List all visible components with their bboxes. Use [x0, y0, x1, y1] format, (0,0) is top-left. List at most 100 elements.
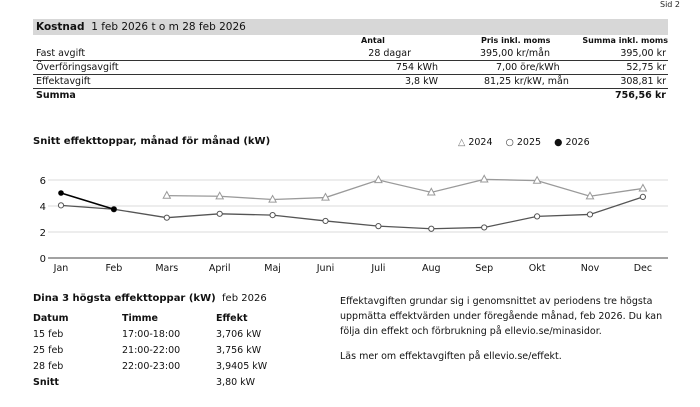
point-2025 — [428, 225, 435, 232]
open-circle-icon: ○ — [505, 137, 514, 148]
cost-period: 1 feb 2026 t o m 28 feb 2026 — [91, 21, 246, 33]
point-2025 — [57, 202, 65, 209]
point-2024 — [479, 174, 489, 183]
cost-row: Fast avgift 28 dagar 395,00 kr/mån 395,0… — [33, 47, 668, 61]
cost-row-price: 395,00 kr/mån — [480, 48, 550, 59]
col-price: Pris inkl. moms — [481, 36, 551, 45]
cost-row: Överföringsavgift 754 kWh 7,00 öre/kWh 5… — [33, 61, 668, 75]
legend-2026: ● 2026 — [554, 137, 590, 148]
y-tick-label: 0 — [40, 254, 46, 265]
x-tick-label: Juli — [370, 263, 385, 274]
cost-row: Effektavgift 3,8 kW 81,25 kr/kW, mån 308… — [33, 75, 668, 89]
peaks-col-power: Effekt — [216, 313, 248, 324]
triangle-icon: △ — [458, 137, 466, 148]
cost-row-price: 7,00 öre/kWh — [496, 62, 560, 73]
x-tick-label: Sep — [475, 263, 493, 274]
cost-row-qty: 28 dagar — [368, 48, 411, 59]
peak-power: 3,756 kW — [216, 345, 262, 356]
point-2025 — [534, 213, 541, 220]
cost-total-value: 756,56 kr — [615, 90, 666, 101]
point-2025 — [639, 193, 647, 201]
peak-time: 17:00-18:00 — [122, 329, 181, 340]
cost-row-sum: 308,81 kr — [620, 76, 666, 87]
legend-2024-label: 2024 — [468, 137, 493, 148]
peaks-col-time: Timme — [122, 313, 158, 324]
legend-2026-label: 2026 — [565, 137, 590, 148]
point-2024 — [585, 191, 595, 200]
cost-row-label: Överföringsavgift — [36, 62, 119, 73]
point-2024 — [215, 191, 225, 200]
point-2025 — [481, 224, 488, 231]
legend-2025-label: 2025 — [516, 137, 542, 148]
y-tick-label: 4 — [40, 202, 46, 213]
cost-row-sum: 395,00 kr — [620, 48, 666, 59]
page-number: Sid 2 — [659, 0, 680, 9]
x-tick-label: Okt — [529, 263, 546, 274]
x-tick-label: April — [209, 263, 231, 274]
point-2024 — [162, 190, 172, 199]
point-2024 — [268, 194, 278, 203]
col-qty: Antal — [361, 36, 385, 45]
x-tick-label: Mars — [155, 263, 178, 274]
point-2025 — [163, 214, 170, 221]
cost-row-price: 81,25 kr/kW, mån — [484, 76, 569, 87]
y-tick-label: 6 — [40, 176, 46, 187]
peak-avg-label: Snitt — [33, 377, 59, 388]
chart-legend: △ 2024 ○ 2025 ● 2026 — [458, 137, 600, 148]
chart-title: Snitt effekttoppar, månad för månad (kW) — [33, 136, 271, 147]
peak-power: 3,9405 kW — [216, 361, 268, 372]
point-2025 — [216, 210, 223, 217]
peak-time: 22:00-23:00 — [122, 361, 181, 372]
point-2025 — [322, 217, 329, 225]
col-sum: Summa inkl. moms — [582, 36, 668, 45]
cost-row-label: Fast avgift — [36, 48, 86, 59]
cost-title: Kostnad — [36, 21, 85, 33]
cost-row-qty: 754 kWh — [395, 62, 438, 73]
peaks-period: feb 2026 — [222, 293, 267, 304]
point-2024 — [321, 192, 330, 201]
peak-avg-value: 3,80 kW — [216, 377, 256, 388]
cost-column-headers: Antal Pris inkl. moms Summa inkl. moms — [33, 35, 668, 47]
peak-time: 21:00-22:00 — [122, 345, 181, 356]
cost-row-sum: 52,75 kr — [626, 62, 666, 73]
point-2026 — [58, 190, 64, 196]
point-2026 — [111, 206, 117, 213]
series-line-2025 — [60, 196, 644, 230]
point-2024 — [532, 175, 542, 184]
series-line-2026 — [60, 192, 115, 211]
peaks-title: Dina 3 högsta effekttoppar (kW) feb 2026 — [33, 293, 267, 304]
x-tick-label: Maj — [264, 263, 281, 274]
info-paragraph: Effektavgiften grundar sig i genomsnitte… — [340, 296, 663, 337]
cost-total-label: Summa — [36, 90, 76, 101]
x-tick-label: Aug — [422, 263, 441, 274]
x-tick-label: Jan — [53, 263, 69, 274]
cost-header: Kostnad 1 feb 2026 t o m 28 feb 2026 — [33, 19, 668, 35]
point-2025 — [586, 211, 594, 218]
cost-total-row: Summa 756,56 kr — [33, 89, 668, 102]
peak-date: 15 feb — [33, 329, 64, 340]
point-2025 — [375, 223, 382, 230]
line-chart: 0 2 4 6 Jan Feb Mars April Maj Juni Juli Aug Sep Okt N… — [40, 174, 668, 274]
x-tick-label: Dec — [634, 263, 652, 274]
point-2025 — [269, 212, 276, 219]
point-2024 — [373, 174, 383, 184]
info-link-paragraph: Läs mer om effektavgiften på ellevio.se/… — [340, 351, 562, 362]
cost-row-label: Effektavgift — [36, 76, 91, 87]
x-tick-label: Juni — [316, 263, 334, 274]
peak-date: 28 feb — [33, 361, 64, 372]
filled-circle-icon: ● — [554, 137, 563, 148]
info-text: Effektavgiften grundar sig i genomsnitte… — [340, 294, 670, 374]
legend-2024: △ 2024 — [458, 137, 493, 148]
point-2024 — [426, 187, 436, 196]
legend-2025: ○ 2025 — [506, 137, 542, 148]
y-tick-label: 2 — [40, 228, 46, 239]
cost-table: Kostnad 1 feb 2026 t o m 28 feb 2026 Ant… — [33, 19, 668, 102]
x-tick-label: Feb — [105, 263, 122, 274]
peaks-title-text: Dina 3 högsta effekttoppar (kW) — [33, 293, 216, 304]
peaks-col-date: Datum — [33, 313, 69, 324]
cost-row-qty: 3,8 kW — [404, 76, 438, 87]
series-line-2024 — [166, 178, 643, 201]
peak-power: 3,706 kW — [216, 329, 262, 340]
x-tick-label: Nov — [581, 263, 600, 274]
peak-date: 25 feb — [33, 345, 64, 356]
